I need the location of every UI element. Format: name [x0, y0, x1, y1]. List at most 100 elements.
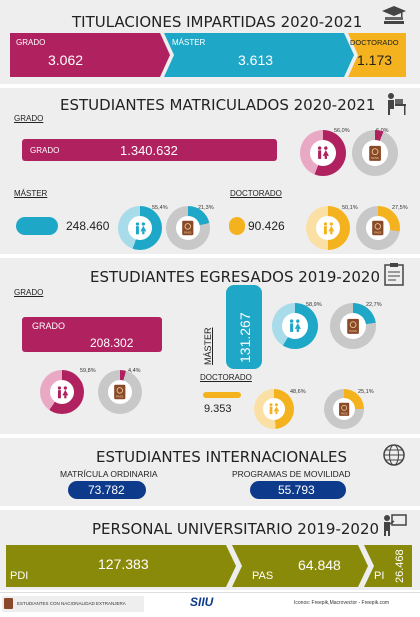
matriculados-grado-women-donut-center — [310, 140, 336, 166]
passport-icon: PASS — [372, 220, 384, 236]
egresados-master-pct-women: 58,9% — [306, 302, 322, 308]
matriculados-master-foreign-donut-center: PASS — [175, 215, 201, 241]
matriculados-doctorado-value: 90.426 — [248, 219, 285, 233]
passport-icon: PASS — [369, 145, 381, 161]
matriculados-title: ESTUDIANTES MATRICULADOS 2020-2021 — [60, 96, 376, 114]
personal-pdi-label: PDI — [10, 570, 29, 582]
matriculados-master-value: 248.460 — [66, 219, 110, 233]
titulaciones-grado-arrow — [10, 33, 170, 77]
svg-text:PASS: PASS — [371, 156, 379, 160]
matriculados-master-pct-women: 55,4% — [152, 205, 168, 211]
clipboard-icon — [384, 262, 410, 286]
matriculados-grado-bar — [22, 139, 277, 161]
footer-legend-text: ESTUDIANTES CON NACIONALIDAD EXTRANJERA — [17, 601, 126, 606]
personal-pdi-arrow — [6, 545, 236, 587]
matriculados-master-pill — [16, 217, 58, 235]
egresados-doctorado-header: DOCTORADO — [200, 373, 252, 382]
personal-pi-label: PI — [374, 570, 385, 582]
personal-pas-label: PAS — [252, 570, 274, 582]
svg-text:PASS: PASS — [184, 231, 191, 235]
titulaciones-grado-value: 3.062 — [48, 52, 84, 68]
egresados-master-foreign-donut-center: PASS — [340, 313, 366, 339]
matriculados-doctorado-pct-foreign: 27,5% — [392, 205, 408, 211]
graduation-cap-books-icon — [381, 5, 407, 27]
globe-icon — [382, 443, 408, 466]
personal-pi-arrow — [364, 545, 412, 587]
egresados-doctorado-pct-foreign: 25,1% — [358, 389, 374, 395]
man-woman-icon — [318, 146, 330, 160]
internacionales-ordinaria-pill — [68, 481, 146, 499]
titulaciones-master-label: MÁSTER — [172, 38, 206, 47]
matriculados-master-women-donut-center — [127, 215, 153, 241]
matriculados-master-header: MÁSTER — [14, 189, 48, 198]
matriculados-doctorado-pct-women: 50,1% — [342, 205, 358, 211]
egresados-doctorado-foreign-donut-center: PASS — [332, 397, 356, 421]
matriculados-grado-pct-women: 56,0% — [334, 128, 350, 134]
egresados-master-women-donut-center — [282, 313, 308, 339]
egresados-master-bar — [226, 285, 262, 369]
teacher-board-icon — [381, 513, 407, 536]
man-woman-icon — [269, 403, 280, 415]
egresados-grado-pct-foreign: 4,4% — [128, 368, 141, 374]
titulaciones-doctorado-arrow — [348, 33, 406, 77]
matriculados-doctorado-pill — [229, 217, 245, 235]
internacionales-movilidad-pill — [250, 481, 346, 499]
personal-pi-value: 26.468 — [394, 549, 406, 583]
egresados-grado-value: 208.302 — [90, 336, 134, 350]
matriculados-grado-foreign-donut-center: PASS — [362, 140, 388, 166]
egresados-grado-foreign-donut-center: PASS — [107, 379, 133, 405]
footer-legend-box — [2, 596, 144, 612]
matriculados-master-pct-foreign: 21,3% — [198, 205, 214, 211]
footer-credits: Iconos: Freepik,Macrovector - Freepik.co… — [294, 600, 390, 606]
internacionales-ordinaria-label: MATRÍCULA ORDINARIA — [60, 469, 158, 479]
matriculados-grado-header: GRADO — [14, 114, 44, 123]
egresados-doctorado-value: 9.353 — [204, 403, 232, 415]
svg-text:PASS: PASS — [341, 412, 348, 415]
matriculados-grado-value: 1.340.632 — [120, 143, 178, 158]
man-woman-icon — [323, 221, 334, 234]
egresados-grado-pct-women: 59,8% — [80, 368, 96, 374]
footer-logo: SIIU — [190, 595, 214, 609]
egresados-master-header: MÁSTER — [203, 327, 213, 365]
internacionales-ordinaria-value: 73.782 — [88, 483, 125, 497]
titulaciones-master-arrow — [164, 33, 354, 77]
titulaciones-master-value: 3.613 — [238, 52, 274, 68]
egresados-doctorado-pill — [203, 392, 241, 398]
matriculados-doctorado-foreign-donut-center: PASS — [365, 215, 391, 241]
matriculados-doctorado-women-donut-center — [315, 215, 341, 241]
egresados-doctorado-pct-women: 48,6% — [290, 389, 306, 395]
egresados-master-pct-foreign: 22,7% — [366, 302, 382, 308]
titulaciones-grado-label: GRADO — [16, 38, 46, 47]
personal-pas-value: 64.848 — [298, 557, 341, 573]
egresados-doctorado-women-donut-center — [262, 397, 286, 421]
titulaciones-doctorado-value: 1.173 — [357, 52, 393, 68]
passport-icon: PASS — [182, 220, 194, 236]
svg-text:PASS: PASS — [349, 329, 357, 333]
svg-text:PASS: PASS — [374, 231, 381, 235]
footer-passport-icon — [4, 598, 13, 609]
man-woman-icon — [135, 221, 146, 234]
personal-pdi-value: 127.383 — [98, 556, 149, 572]
passport-icon: PASS — [114, 384, 126, 400]
egresados-grado-header: GRADO — [14, 288, 44, 297]
matriculados-doctorado-header: DOCTORADO — [230, 189, 282, 198]
internacionales-title: ESTUDIANTES INTERNACIONALES — [96, 448, 347, 466]
egresados-grado-bar — [22, 317, 162, 352]
internacionales-movilidad-value: 55.793 — [278, 483, 315, 497]
egresados-grado-bar-label: GRADO — [32, 321, 66, 331]
svg-text:PASS: PASS — [116, 395, 123, 399]
titulaciones-doctorado-label: DOCTORADO — [350, 38, 399, 47]
man-woman-icon — [57, 385, 68, 398]
man-woman-icon — [290, 319, 302, 333]
passport-icon: PASS — [338, 402, 350, 416]
internacionales-movilidad-label: PROGRAMAS DE MOVILIDAD — [232, 469, 351, 479]
egresados-title: ESTUDIANTES EGRESADOS 2019-2020 — [90, 268, 380, 286]
passport-icon: PASS — [347, 318, 359, 334]
titulaciones-title: TITULACIONES IMPARTIDAS 2020-2021 — [72, 13, 363, 31]
matriculados-grado-bar-label: GRADO — [30, 146, 60, 155]
personal-title: PERSONAL UNIVERSITARIO 2019-2020 — [92, 520, 380, 538]
student-desk-icon — [381, 92, 407, 115]
egresados-grado-women-donut-center — [49, 379, 75, 405]
personal-pas-arrow — [232, 545, 368, 587]
egresados-master-value: 131.267 — [237, 312, 253, 363]
